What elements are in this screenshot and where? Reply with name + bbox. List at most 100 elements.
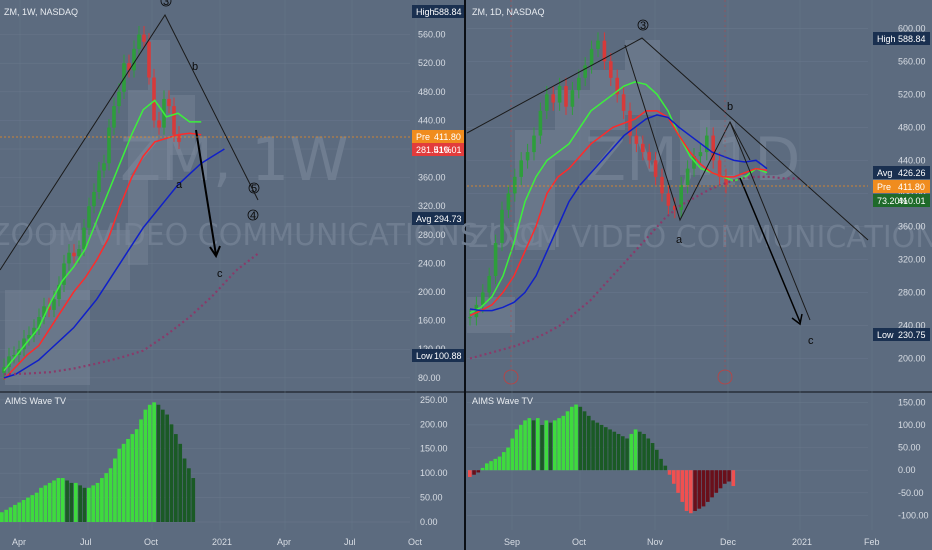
histogram-bar — [139, 419, 143, 522]
price-tag — [412, 212, 464, 225]
histogram-bar — [56, 478, 61, 522]
candle-body — [493, 242, 498, 276]
histogram-bar — [126, 438, 130, 522]
y-tick-label: 480.00 — [898, 122, 926, 132]
histogram-bar — [8, 507, 13, 522]
y-tick-label: 200.00 — [418, 287, 446, 297]
y-tick-label: 280.00 — [898, 287, 926, 297]
histogram-bar — [519, 424, 523, 471]
histogram-bar — [493, 458, 498, 471]
histogram-bar — [510, 438, 515, 471]
candle-body — [609, 61, 613, 78]
left-oscillator-pane[interactable] — [0, 402, 196, 522]
histogram-bar — [497, 456, 502, 471]
histogram-bar — [117, 448, 122, 522]
histogram-bar — [82, 487, 87, 522]
histogram-bar — [502, 452, 506, 471]
histogram-bar — [548, 422, 553, 471]
y-tick-label: 560.00 — [898, 56, 926, 66]
wave-label-circle — [637, 19, 649, 31]
price-tag-label: Pre — [877, 182, 891, 192]
grid — [0, 0, 873, 530]
price-tag-value: 410.01 — [898, 196, 926, 206]
candle-body — [583, 65, 587, 78]
histogram-bar — [489, 461, 493, 471]
watermark-text: ZOOM VIDEO COMMUNICATIONS INC — [468, 220, 932, 255]
candle-body — [532, 135, 536, 153]
candle-body — [570, 90, 575, 107]
candle-body — [513, 176, 517, 194]
price-tag-value: 100.88 — [434, 351, 462, 361]
histogram-bar — [625, 438, 629, 471]
candle-body — [137, 34, 141, 49]
x-tick-label: Oct — [408, 537, 423, 547]
candle-body — [167, 98, 171, 107]
right-indicator-title: AIMS Wave TV — [472, 396, 533, 406]
price-tag-label: Avg — [877, 168, 892, 178]
histogram-bar — [574, 404, 578, 471]
left-price-pane[interactable]: 3 b a c 5 4 — [0, 0, 410, 385]
y-tick-label: 440.00 — [898, 155, 926, 165]
histogram-bar — [69, 482, 74, 522]
candle-body — [666, 193, 671, 206]
histogram-bar — [100, 478, 104, 522]
y-tick-label: 200.00 — [898, 353, 926, 363]
histogram-bar — [714, 470, 719, 493]
x-tick-label: Oct — [144, 537, 159, 547]
y-tick-label: 280.00 — [418, 230, 446, 240]
candle-body — [634, 135, 639, 144]
candle-body — [628, 110, 632, 136]
candle-body — [107, 127, 111, 164]
candle-body — [127, 63, 131, 71]
y-tick-label: 0.00 — [420, 517, 438, 527]
candle-body — [474, 304, 479, 318]
candle-body — [673, 205, 677, 210]
histogram-bar — [616, 433, 621, 471]
histogram-bar — [39, 487, 43, 522]
histogram-bar — [152, 402, 156, 522]
right-price-pane[interactable]: 3 b a c — [466, 0, 869, 385]
y-tick-label: 200.00 — [420, 419, 448, 429]
candle-body — [589, 48, 594, 66]
candle-body — [117, 91, 121, 107]
histogram-bar — [47, 482, 52, 522]
candle-body — [22, 338, 26, 350]
price-axes[interactable]: 560.00520.00480.00440.00400.00360.00320.… — [12, 23, 929, 547]
candle-body — [519, 160, 523, 177]
histogram-bar — [659, 458, 663, 471]
projection-arrow — [195, 129, 217, 256]
histogram-bar — [178, 443, 183, 522]
wave-label: 3 — [163, 0, 169, 8]
wave-label: b — [727, 101, 733, 113]
histogram-bar — [52, 480, 56, 522]
histogram-bar — [169, 424, 174, 522]
arrow-head — [791, 313, 803, 326]
range-box — [148, 40, 170, 180]
y-tick-label: 520.00 — [418, 58, 446, 68]
candle-body — [27, 334, 31, 339]
candle-body — [172, 106, 176, 135]
candle-body — [42, 306, 46, 318]
histogram-bar — [143, 409, 148, 522]
candle-body — [102, 163, 106, 171]
histogram-bar — [612, 431, 617, 471]
y-tick-label: 320.00 — [898, 254, 926, 264]
histogram-bar — [553, 420, 557, 471]
histogram-bar — [723, 470, 727, 484]
histogram-bar — [26, 497, 30, 522]
histogram-bar — [727, 470, 731, 482]
candle-body — [142, 34, 146, 42]
histogram-bar — [60, 478, 65, 522]
right-oscillator-pane[interactable] — [468, 404, 736, 514]
candle-body — [698, 152, 703, 157]
wave-label: 3 — [640, 20, 646, 32]
candle-body — [468, 317, 472, 319]
left-chart-title: ZM, 1W, NASDAQ — [4, 7, 78, 17]
candle-body — [506, 193, 511, 210]
histogram-bar — [680, 470, 685, 502]
price-tag — [873, 166, 930, 179]
price-tag — [873, 194, 930, 207]
x-tick-label: Feb — [864, 537, 880, 547]
histogram-bar — [472, 470, 476, 475]
